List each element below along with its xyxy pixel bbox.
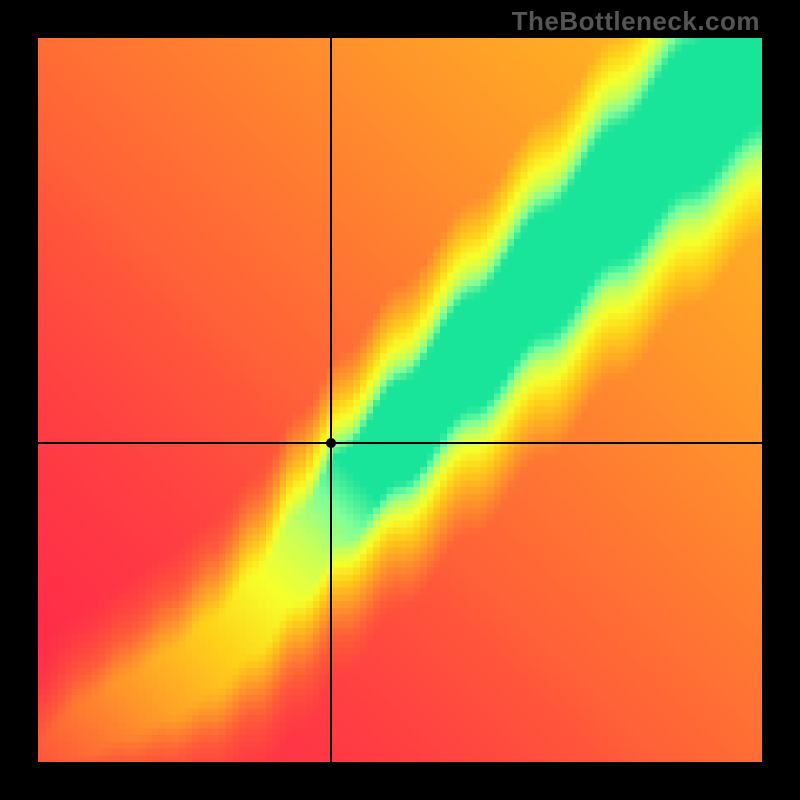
watermark-text: TheBottleneck.com	[512, 6, 760, 37]
chart-container: TheBottleneck.com	[0, 0, 800, 800]
crosshair-point	[326, 438, 336, 448]
crosshair-horizontal	[38, 442, 762, 444]
crosshair-vertical	[330, 38, 332, 762]
bottleneck-heatmap	[38, 38, 762, 762]
